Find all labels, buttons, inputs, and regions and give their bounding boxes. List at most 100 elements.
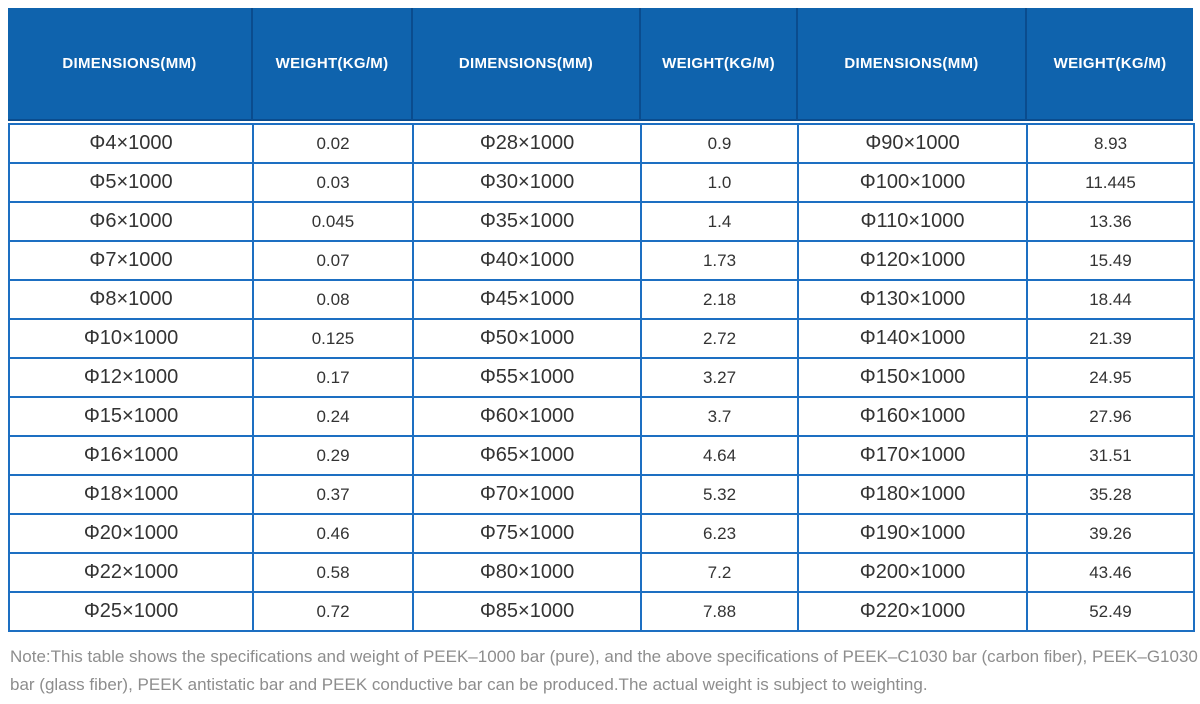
weight-cell: 0.24 <box>252 396 414 437</box>
dimension-cell: Φ35×1000 <box>412 201 642 242</box>
dimension-cell: Φ75×1000 <box>412 513 642 554</box>
dimension-cell: Φ180×1000 <box>797 474 1028 515</box>
column-header-dimensions: DIMENSIONS(MM) <box>8 8 253 120</box>
column-header-dimensions: DIMENSIONS(MM) <box>797 8 1027 120</box>
dimension-cell: Φ8×1000 <box>8 279 254 320</box>
weight-cell: 1.0 <box>640 162 799 203</box>
peek-bar-spec-table: Φ4×1000 0.02 Φ28×1000 0.9 Φ90×1000 8.93 Φ5×100… <box>8 123 1195 632</box>
table-row: Φ10×1000 0.125 Φ50×1000 2.72 Φ140×1000 21.39 <box>8 318 1195 359</box>
weight-cell: 43.46 <box>1026 552 1195 593</box>
weight-cell: 2.72 <box>640 318 799 359</box>
weight-cell: 1.4 <box>640 201 799 242</box>
weight-cell: 11.445 <box>1026 162 1195 203</box>
dimension-cell: Φ220×1000 <box>797 591 1028 632</box>
dimension-cell: Φ80×1000 <box>412 552 642 593</box>
dimension-cell: Φ6×1000 <box>8 201 254 242</box>
weight-cell: 24.95 <box>1026 357 1195 398</box>
dimension-cell: Φ20×1000 <box>8 513 254 554</box>
weight-cell: 5.32 <box>640 474 799 515</box>
weight-cell: 6.23 <box>640 513 799 554</box>
table-row: Φ15×1000 0.24 Φ60×1000 3.7 Φ160×1000 27.96 <box>8 396 1195 437</box>
weight-cell: 7.88 <box>640 591 799 632</box>
column-header-weight: WEIGHT(KG/M) <box>640 8 798 120</box>
header-row: DIMENSIONS(MM) WEIGHT(KG/M) DIMENSIONS(MM)… <box>8 8 1193 120</box>
dimension-cell: Φ12×1000 <box>8 357 254 398</box>
weight-cell: 52.49 <box>1026 591 1195 632</box>
dimension-cell: Φ140×1000 <box>797 318 1028 359</box>
dimension-cell: Φ40×1000 <box>412 240 642 281</box>
table-row: Φ16×1000 0.29 Φ65×1000 4.64 Φ170×1000 31.51 <box>8 435 1195 476</box>
dimension-cell: Φ65×1000 <box>412 435 642 476</box>
weight-cell: 39.26 <box>1026 513 1195 554</box>
dimension-cell: Φ110×1000 <box>797 201 1028 242</box>
weight-cell: 3.27 <box>640 357 799 398</box>
table-row: Φ18×1000 0.37 Φ70×1000 5.32 Φ180×1000 35.28 <box>8 474 1195 515</box>
table-row: Φ8×1000 0.08 Φ45×1000 2.18 Φ130×1000 18.44 <box>8 279 1195 320</box>
weight-cell: 2.18 <box>640 279 799 320</box>
dimension-cell: Φ130×1000 <box>797 279 1028 320</box>
weight-cell: 31.51 <box>1026 435 1195 476</box>
dimension-cell: Φ4×1000 <box>8 123 254 164</box>
weight-cell: 21.39 <box>1026 318 1195 359</box>
dimension-cell: Φ15×1000 <box>8 396 254 437</box>
dimension-cell: Φ22×1000 <box>8 552 254 593</box>
table-row: Φ4×1000 0.02 Φ28×1000 0.9 Φ90×1000 8.93 <box>8 123 1195 164</box>
weight-cell: 0.08 <box>252 279 414 320</box>
dimension-cell: Φ170×1000 <box>797 435 1028 476</box>
table-header: DIMENSIONS(MM) WEIGHT(KG/M) DIMENSIONS(MM)… <box>8 8 1193 120</box>
weight-cell: 0.37 <box>252 474 414 515</box>
weight-cell: 4.64 <box>640 435 799 476</box>
table-row: Φ5×1000 0.03 Φ30×1000 1.0 Φ100×1000 11.445 <box>8 162 1195 203</box>
dimension-cell: Φ200×1000 <box>797 552 1028 593</box>
weight-cell: 1.73 <box>640 240 799 281</box>
weight-cell: 3.7 <box>640 396 799 437</box>
dimension-cell: Φ10×1000 <box>8 318 254 359</box>
weight-cell: 0.17 <box>252 357 414 398</box>
dimension-cell: Φ190×1000 <box>797 513 1028 554</box>
dimension-cell: Φ85×1000 <box>412 591 642 632</box>
table-row: Φ12×1000 0.17 Φ55×1000 3.27 Φ150×1000 24.95 <box>8 357 1195 398</box>
table-body: Φ4×1000 0.02 Φ28×1000 0.9 Φ90×1000 8.93 Φ5×100… <box>8 123 1195 632</box>
weight-cell: 18.44 <box>1026 279 1195 320</box>
dimension-cell: Φ55×1000 <box>412 357 642 398</box>
table-row: Φ20×1000 0.46 Φ75×1000 6.23 Φ190×1000 39.26 <box>8 513 1195 554</box>
weight-cell: 0.29 <box>252 435 414 476</box>
dimension-cell: Φ50×1000 <box>412 318 642 359</box>
weight-cell: 27.96 <box>1026 396 1195 437</box>
dimension-cell: Φ90×1000 <box>797 123 1028 164</box>
dimension-cell: Φ7×1000 <box>8 240 254 281</box>
dimension-cell: Φ70×1000 <box>412 474 642 515</box>
dimension-cell: Φ60×1000 <box>412 396 642 437</box>
table-row: Φ25×1000 0.72 Φ85×1000 7.88 Φ220×1000 52.49 <box>8 591 1195 632</box>
column-header-weight: WEIGHT(KG/M) <box>1026 8 1193 120</box>
dimension-cell: Φ5×1000 <box>8 162 254 203</box>
dimension-cell: Φ28×1000 <box>412 123 642 164</box>
table-row: Φ7×1000 0.07 Φ40×1000 1.73 Φ120×1000 15.49 <box>8 240 1195 281</box>
weight-cell: 8.93 <box>1026 123 1195 164</box>
weight-cell: 0.58 <box>252 552 414 593</box>
table-note: Note:This table shows the specifications… <box>10 647 1198 694</box>
dimension-cell: Φ45×1000 <box>412 279 642 320</box>
weight-cell: 15.49 <box>1026 240 1195 281</box>
column-header-weight: WEIGHT(KG/M) <box>252 8 413 120</box>
dimension-cell: Φ150×1000 <box>797 357 1028 398</box>
dimension-cell: Φ18×1000 <box>8 474 254 515</box>
spec-table-header: DIMENSIONS(MM) WEIGHT(KG/M) DIMENSIONS(MM)… <box>8 8 1193 121</box>
weight-cell: 0.46 <box>252 513 414 554</box>
column-header-dimensions: DIMENSIONS(MM) <box>412 8 641 120</box>
weight-cell: 0.045 <box>252 201 414 242</box>
table-row: Φ6×1000 0.045 Φ35×1000 1.4 Φ110×1000 13.36 <box>8 201 1195 242</box>
weight-cell: 0.72 <box>252 591 414 632</box>
dimension-cell: Φ120×1000 <box>797 240 1028 281</box>
weight-cell: 0.03 <box>252 162 414 203</box>
weight-cell: 0.07 <box>252 240 414 281</box>
weight-cell: 7.2 <box>640 552 799 593</box>
weight-cell: 0.9 <box>640 123 799 164</box>
dimension-cell: Φ30×1000 <box>412 162 642 203</box>
dimension-cell: Φ160×1000 <box>797 396 1028 437</box>
table-row: Φ22×1000 0.58 Φ80×1000 7.2 Φ200×1000 43.46 <box>8 552 1195 593</box>
dimension-cell: Φ25×1000 <box>8 591 254 632</box>
dimension-cell: Φ100×1000 <box>797 162 1028 203</box>
dimension-cell: Φ16×1000 <box>8 435 254 476</box>
